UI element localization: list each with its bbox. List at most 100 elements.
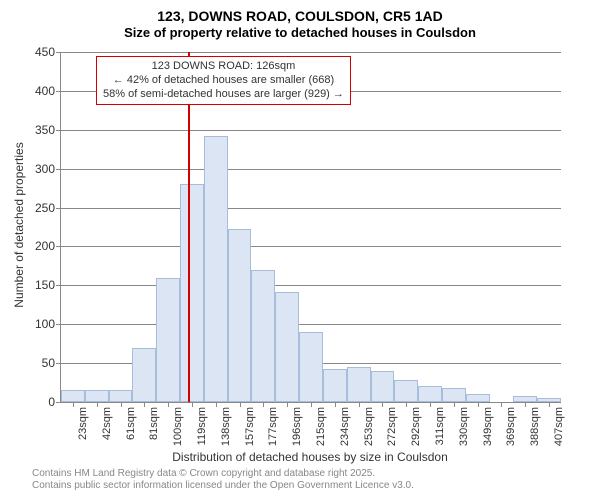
ytick-label: 50	[15, 356, 55, 370]
ytick-label: 400	[15, 84, 55, 98]
xtick-mark	[501, 402, 502, 407]
xtick-label: 138sqm	[220, 407, 232, 446]
chart-title: 123, DOWNS ROAD, COULSDON, CR5 1AD	[0, 0, 600, 24]
xtick-mark	[263, 402, 264, 407]
xtick-mark	[478, 402, 479, 407]
annotation-line: 58% of semi-detached houses are larger (…	[103, 88, 344, 102]
xtick-mark	[192, 402, 193, 407]
histogram-bar	[109, 390, 133, 402]
xtick-mark	[311, 402, 312, 407]
ytick-mark	[56, 363, 61, 364]
gridline	[61, 208, 561, 209]
gridline	[61, 324, 561, 325]
histogram-bar	[323, 369, 347, 402]
chart-area: 05010015020025030035040045023sqm42sqm61s…	[60, 52, 560, 402]
histogram-bar	[394, 380, 418, 402]
xtick-label: 369sqm	[505, 407, 517, 446]
xtick-mark	[240, 402, 241, 407]
gridline	[61, 130, 561, 131]
xtick-label: 349sqm	[482, 407, 494, 446]
annotation-line: 123 DOWNS ROAD: 126sqm	[103, 60, 344, 74]
xtick-label: 388sqm	[529, 407, 541, 446]
xtick-mark	[97, 402, 98, 407]
ytick-label: 350	[15, 123, 55, 137]
xtick-label: 407sqm	[553, 407, 565, 446]
ytick-label: 150	[15, 278, 55, 292]
histogram-bar	[132, 348, 156, 402]
xtick-label: 330sqm	[458, 407, 470, 446]
xtick-mark	[335, 402, 336, 407]
gridline	[61, 285, 561, 286]
ytick-label: 200	[15, 239, 55, 253]
gridline	[61, 246, 561, 247]
ytick-mark	[56, 52, 61, 53]
histogram-bar	[418, 386, 442, 402]
ytick-label: 300	[15, 162, 55, 176]
xtick-mark	[430, 402, 431, 407]
histogram-bar	[61, 390, 85, 402]
ytick-mark	[56, 285, 61, 286]
xtick-label: 253sqm	[363, 407, 375, 446]
ytick-mark	[56, 246, 61, 247]
xtick-label: 157sqm	[244, 407, 256, 446]
xtick-mark	[121, 402, 122, 407]
plot-region: 05010015020025030035040045023sqm42sqm61s…	[60, 52, 561, 403]
ytick-mark	[56, 208, 61, 209]
chart-subtitle: Size of property relative to detached ho…	[0, 24, 600, 40]
xtick-label: 272sqm	[386, 407, 398, 446]
xtick-mark	[168, 402, 169, 407]
annotation-line: ← 42% of detached houses are smaller (66…	[103, 74, 344, 88]
footnote-line: Contains public sector information licen…	[32, 480, 414, 492]
ytick-mark	[56, 130, 61, 131]
xtick-mark	[406, 402, 407, 407]
histogram-bar	[299, 332, 323, 402]
ytick-label: 0	[15, 395, 55, 409]
xtick-label: 215sqm	[315, 407, 327, 446]
chart-container: 123, DOWNS ROAD, COULSDON, CR5 1AD Size …	[0, 0, 600, 500]
xtick-label: 23sqm	[77, 407, 89, 440]
annotation-box: 123 DOWNS ROAD: 126sqm← 42% of detached …	[96, 56, 351, 105]
histogram-bar	[251, 270, 275, 402]
xtick-label: 61sqm	[125, 407, 137, 440]
histogram-bar	[156, 278, 180, 402]
ytick-mark	[56, 324, 61, 325]
xtick-mark	[73, 402, 74, 407]
gridline	[61, 52, 561, 53]
xtick-mark	[144, 402, 145, 407]
histogram-bar	[275, 292, 299, 402]
xtick-label: 81sqm	[148, 407, 160, 440]
xtick-label: 100sqm	[172, 407, 184, 446]
ytick-mark	[56, 91, 61, 92]
histogram-bar	[204, 136, 228, 402]
gridline	[61, 169, 561, 170]
xtick-label: 42sqm	[101, 407, 113, 440]
histogram-bar	[347, 367, 371, 402]
ytick-label: 100	[15, 317, 55, 331]
xtick-mark	[454, 402, 455, 407]
xtick-label: 119sqm	[196, 407, 208, 445]
histogram-bar	[442, 388, 466, 402]
xtick-mark	[382, 402, 383, 407]
ytick-mark	[56, 402, 61, 403]
ytick-label: 250	[15, 201, 55, 215]
histogram-bar	[228, 229, 252, 402]
x-axis-label: Distribution of detached houses by size …	[60, 450, 560, 464]
ytick-mark	[56, 169, 61, 170]
histogram-bar	[180, 184, 204, 402]
footnote: Contains HM Land Registry data © Crown c…	[32, 468, 414, 492]
histogram-bar	[371, 371, 395, 402]
xtick-label: 292sqm	[410, 407, 422, 446]
xtick-mark	[525, 402, 526, 407]
xtick-label: 196sqm	[291, 407, 303, 446]
ytick-label: 450	[15, 45, 55, 59]
xtick-mark	[359, 402, 360, 407]
xtick-mark	[549, 402, 550, 407]
xtick-mark	[216, 402, 217, 407]
xtick-label: 311sqm	[434, 407, 446, 445]
histogram-bar	[85, 390, 109, 402]
xtick-mark	[287, 402, 288, 407]
histogram-bar	[466, 394, 490, 402]
xtick-label: 234sqm	[339, 407, 351, 446]
xtick-label: 177sqm	[267, 407, 279, 446]
footnote-line: Contains HM Land Registry data © Crown c…	[32, 468, 414, 480]
